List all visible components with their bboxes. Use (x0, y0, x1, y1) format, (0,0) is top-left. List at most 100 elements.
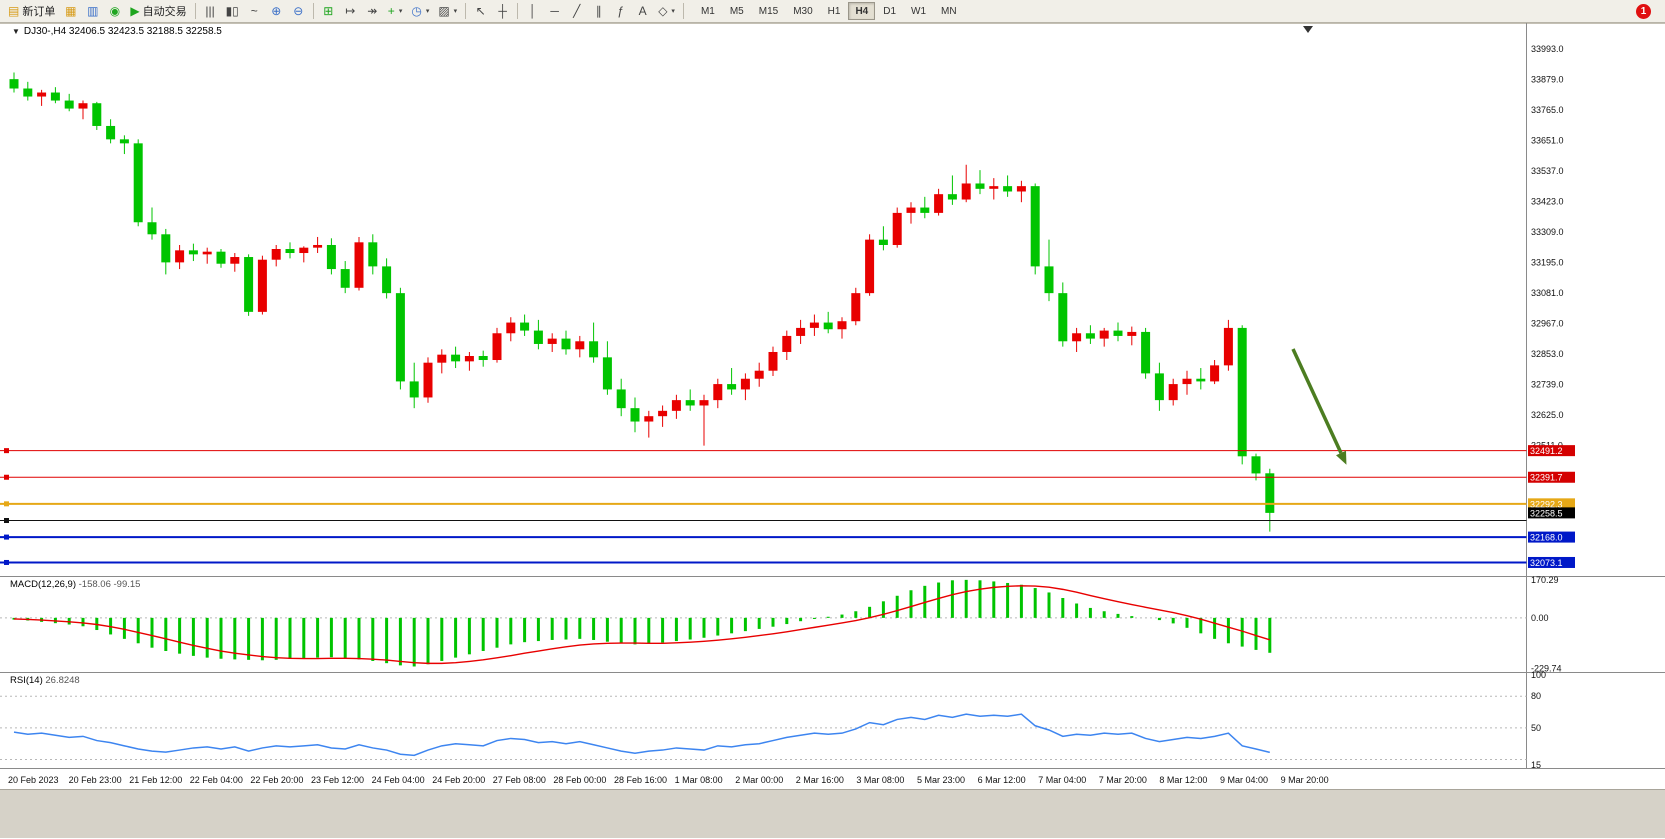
candlestick (1044, 239, 1054, 302)
candlestick (602, 341, 612, 395)
chart-canvas[interactable]: 33993.0 33879.0 33765.0 33651.0 33537.0 33423… (0, 23, 1665, 789)
price-badge (1528, 471, 1575, 483)
horizontal-line-button[interactable]: ─ (544, 1, 565, 21)
bar-chart-button[interactable]: ||| (200, 1, 221, 21)
price-badge-text: 32292.3 (1530, 499, 1563, 509)
time-axis-label: 8 Mar 12:00 (1159, 775, 1207, 785)
auto-scroll-icon: ↦ (345, 4, 356, 18)
macd-axis-label: -229.74 (1531, 664, 1562, 674)
candlestick (285, 242, 295, 259)
chart-shift-button[interactable]: ↠ (362, 1, 383, 21)
timeframe-w1-button[interactable]: W1 (904, 2, 933, 20)
zoom-in-button[interactable]: ⊕ (266, 1, 287, 21)
candlestick (989, 178, 999, 200)
timeframe-m5-button[interactable]: M5 (723, 2, 751, 20)
macd-axis-label: 170.29 (1531, 575, 1559, 585)
candlestick (1085, 325, 1095, 344)
horizontal-line-icon: ─ (550, 4, 559, 18)
candlestick (257, 255, 267, 315)
hline-handle[interactable] (4, 518, 9, 524)
price-badge-text: 32391.7 (1530, 473, 1563, 483)
candlestick (589, 322, 599, 363)
time-axis-label: 3 Mar 08:00 (856, 775, 904, 785)
zoom-out-button[interactable]: ⊖ (288, 1, 309, 21)
price-badge-text: 32168.0 (1530, 533, 1563, 543)
hline-handle[interactable] (4, 534, 9, 540)
macd-label: MACD(12,26,9) -158.06 -99.15 (8, 579, 143, 590)
candlestick (106, 119, 116, 144)
timeframe-m15-button[interactable]: M15 (752, 2, 785, 20)
hline-handle[interactable] (4, 559, 9, 565)
price-axis-label: 33423.0 (1531, 196, 1564, 206)
zoom-out-icon: ⊖ (293, 4, 304, 18)
vertical-line-button[interactable]: │ (522, 1, 543, 21)
toolbar-separator (312, 3, 314, 19)
time-axis-label: 22 Feb 04:00 (190, 775, 243, 785)
candlestick (934, 188, 944, 216)
line-chart-button[interactable]: ~ (244, 1, 265, 21)
trendline-button[interactable]: ╱ (566, 1, 587, 21)
price-axis-label: 33195.0 (1531, 257, 1564, 267)
arrow-annotation[interactable] (1291, 348, 1343, 454)
arrow-head[interactable] (1336, 450, 1347, 465)
data-window-button[interactable]: ▥ (82, 1, 103, 21)
cursor-button[interactable]: ↖ (470, 1, 491, 21)
new-chart-icon: + (387, 4, 395, 18)
timeframe-h4-button[interactable]: H4 (848, 2, 876, 20)
channel-icon: ∥ (595, 4, 602, 18)
timeframe-h1-button[interactable]: H1 (821, 2, 848, 20)
candlestick (699, 394, 709, 446)
chart-area[interactable]: 33993.0 33879.0 33765.0 33651.0 33537.0 33423… (0, 23, 1665, 789)
text-label-button[interactable]: A (632, 1, 653, 21)
timeframe-m1-button[interactable]: M1 (694, 2, 722, 20)
candlestick (23, 81, 33, 101)
timeframe-m30-button[interactable]: M30 (786, 2, 819, 20)
time-axis-label: 23 Feb 12:00 (311, 775, 364, 785)
charts-profile-button[interactable]: ▦ (60, 1, 81, 21)
hline-handle[interactable] (4, 474, 9, 480)
periods-button[interactable]: ◷ ▾ (407, 1, 433, 21)
charts-profile-icon: ▦ (65, 4, 77, 18)
candlestick (451, 346, 461, 369)
time-axis-label: 22 Feb 20:00 (250, 775, 303, 785)
timeframe-d1-button[interactable]: D1 (876, 2, 903, 20)
symbol-dropdown-icon[interactable]: ▼ (12, 27, 20, 36)
timeframe-mn-button[interactable]: MN (934, 2, 964, 20)
timeframe-toolbar: M1 M5 M15 M30 H1 H4 D1 W1 MN (694, 2, 964, 20)
new-order-button[interactable]: ▤ 新订单 (4, 1, 59, 21)
tile-windows-button[interactable]: ⊞ (318, 1, 339, 21)
dropdown-caret-icon: ▾ (671, 8, 675, 15)
arrows-button[interactable]: ◇ ▾ (654, 1, 679, 21)
hline-handle[interactable] (4, 448, 9, 454)
fibonacci-button[interactable]: ƒ (610, 1, 631, 21)
notification-badge[interactable]: 1 (1636, 3, 1651, 19)
cursor-icon: ↖ (475, 4, 486, 18)
candlestick (437, 349, 447, 374)
candlestick (147, 207, 157, 240)
shift-marker-icon[interactable] (1303, 26, 1313, 33)
candlestick (1141, 327, 1151, 379)
candlestick (685, 389, 695, 411)
candlestick (547, 333, 557, 352)
hline-handle[interactable] (4, 501, 9, 507)
candlestick (796, 319, 806, 344)
templates-button[interactable]: ▨ ▾ (434, 1, 461, 21)
macd-signal-line (13, 585, 1271, 665)
autotrading-button[interactable]: ▶ 自动交易 (126, 1, 190, 21)
new-chart-button[interactable]: + ▾ (384, 1, 407, 21)
new-order-icon: ▤ (8, 4, 20, 18)
price-badge (1528, 556, 1575, 568)
macd-values: -158.06 -99.15 (78, 579, 141, 590)
mql-community-button[interactable]: ◉ (104, 1, 125, 21)
channel-button[interactable]: ∥ (588, 1, 609, 21)
crosshair-button[interactable]: ┼ (492, 1, 513, 21)
auto-scroll-button[interactable]: ↦ (340, 1, 361, 21)
candlestick-chart-button[interactable]: ▮▯ (222, 1, 243, 21)
candlestick (299, 246, 309, 263)
candlestick (533, 319, 543, 350)
time-axis-label: 20 Feb 23:00 (69, 775, 122, 785)
candlestick (244, 254, 254, 316)
autotrading-icon: ▶ (130, 4, 140, 18)
toolbar-separator (682, 3, 684, 19)
tile-windows-icon: ⊞ (323, 4, 334, 18)
